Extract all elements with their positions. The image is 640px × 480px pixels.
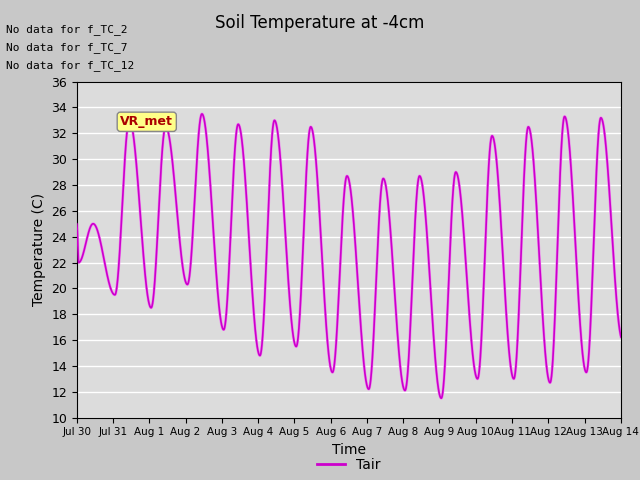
- Text: Soil Temperature at -4cm: Soil Temperature at -4cm: [215, 14, 425, 33]
- Text: VR_met: VR_met: [120, 115, 173, 128]
- Y-axis label: Temperature (C): Temperature (C): [31, 193, 45, 306]
- Text: No data for f_TC_12: No data for f_TC_12: [6, 60, 134, 72]
- X-axis label: Time: Time: [332, 443, 366, 457]
- Legend: Tair: Tair: [312, 453, 386, 478]
- Text: No data for f_TC_2: No data for f_TC_2: [6, 24, 128, 35]
- Text: No data for f_TC_7: No data for f_TC_7: [6, 42, 128, 53]
